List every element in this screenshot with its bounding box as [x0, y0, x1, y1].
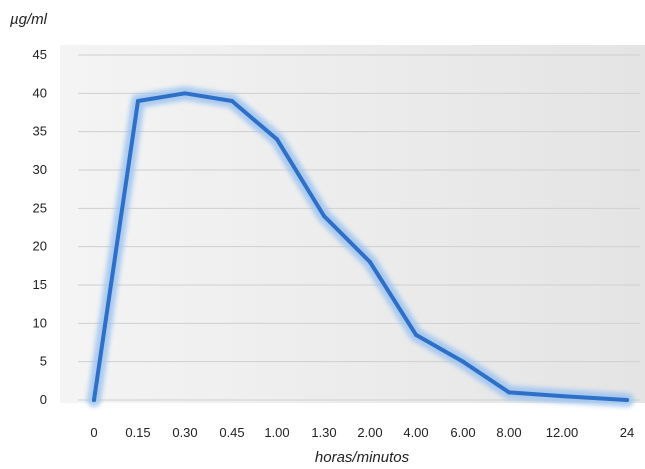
y-tick-label: 20 — [33, 239, 47, 254]
data-point — [507, 390, 511, 395]
y-tick-label: 45 — [33, 47, 47, 62]
series-line — [92, 91, 629, 402]
data-point — [230, 99, 234, 103]
data-point — [625, 398, 629, 402]
data-point — [368, 260, 372, 264]
x-tick-label: 6.00 — [450, 425, 475, 440]
data-point — [275, 137, 279, 142]
x-tick-label: 12.00 — [546, 425, 579, 440]
data-point — [414, 332, 418, 337]
y-tick-label: 40 — [33, 85, 47, 100]
x-tick-label: 2.00 — [357, 425, 382, 440]
y-tick-label: 35 — [33, 124, 47, 139]
data-point — [183, 91, 187, 96]
y-tick-label: 0 — [40, 392, 47, 407]
x-tick-labels: 0 0.15 0.30 0.45 1.00 1.30 2.00 4.00 6.00 8.00 12.… — [90, 425, 634, 440]
x-tick-label: 0 — [90, 425, 97, 440]
y-tick-label: 15 — [33, 277, 47, 292]
x-axis-title: horas/minutos — [315, 449, 410, 466]
series-group — [87, 86, 634, 407]
data-point — [560, 394, 564, 399]
data-point — [92, 398, 96, 402]
y-tick-label: 10 — [33, 315, 47, 330]
x-tick-label: 0.15 — [125, 425, 150, 440]
x-tick-label: 0.45 — [219, 425, 244, 440]
y-axis-title: µg/ml — [10, 11, 48, 28]
y-tick-label: 25 — [33, 200, 47, 215]
data-point — [136, 99, 140, 103]
y-tick-labels: 0 5 10 15 20 25 30 35 40 45 — [33, 47, 47, 407]
x-tick-label: 4.00 — [403, 425, 428, 440]
data-point — [322, 214, 326, 218]
x-tick-label: 8.00 — [496, 425, 521, 440]
x-tick-label: 1.00 — [264, 425, 289, 440]
x-tick-label: 1.30 — [311, 425, 336, 440]
x-tick-label: 0.30 — [172, 425, 197, 440]
x-tick-label: 24 — [620, 425, 634, 440]
data-point — [461, 359, 465, 364]
y-tick-label: 5 — [40, 354, 47, 369]
y-tick-label: 30 — [33, 162, 47, 177]
